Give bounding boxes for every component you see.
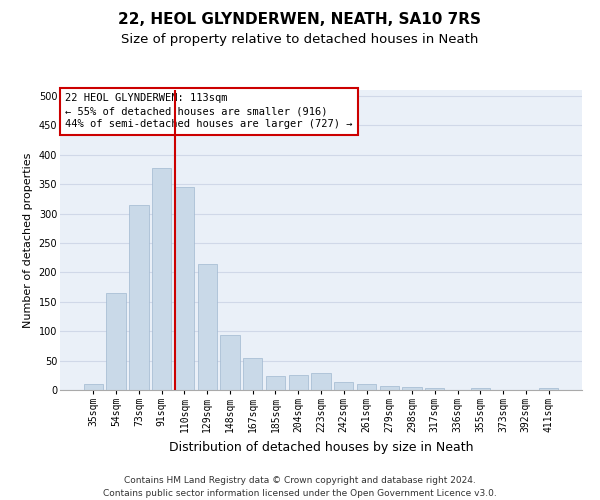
Text: Contains HM Land Registry data © Crown copyright and database right 2024.
Contai: Contains HM Land Registry data © Crown c…	[103, 476, 497, 498]
Text: 22, HEOL GLYNDERWEN, NEATH, SA10 7RS: 22, HEOL GLYNDERWEN, NEATH, SA10 7RS	[119, 12, 482, 28]
Bar	[152, 168, 172, 390]
Bar	[197, 264, 217, 390]
Bar	[425, 388, 445, 390]
Bar	[539, 388, 558, 390]
Bar	[266, 376, 285, 390]
Y-axis label: Number of detached properties: Number of detached properties	[23, 152, 33, 328]
Bar	[175, 187, 194, 390]
Bar	[129, 204, 149, 390]
Bar	[84, 384, 103, 390]
Bar	[106, 293, 126, 390]
Bar	[403, 387, 422, 390]
Bar	[470, 388, 490, 390]
Bar	[380, 386, 399, 390]
Bar	[311, 373, 331, 390]
Bar	[220, 336, 239, 390]
Bar	[243, 358, 262, 390]
Text: Size of property relative to detached houses in Neath: Size of property relative to detached ho…	[121, 32, 479, 46]
Bar	[357, 384, 376, 390]
X-axis label: Distribution of detached houses by size in Neath: Distribution of detached houses by size …	[169, 440, 473, 454]
Text: 22 HEOL GLYNDERWEN: 113sqm
← 55% of detached houses are smaller (916)
44% of sem: 22 HEOL GLYNDERWEN: 113sqm ← 55% of deta…	[65, 93, 353, 130]
Bar	[334, 382, 353, 390]
Bar	[289, 374, 308, 390]
